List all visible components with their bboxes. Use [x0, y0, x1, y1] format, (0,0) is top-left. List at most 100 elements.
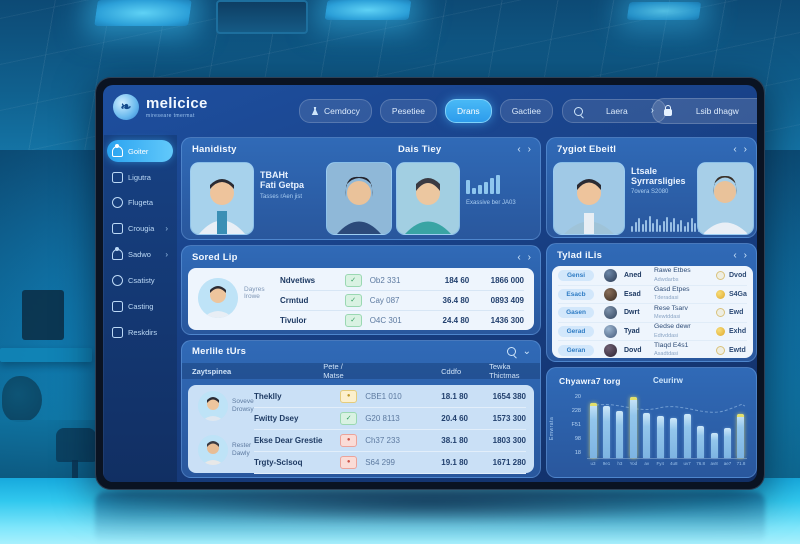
- status-badge: [344, 314, 362, 327]
- table-row[interactable]: Ndvetiws Ob2 331 184 60 1866 000: [280, 271, 524, 291]
- table-row[interactable]: Crmtud Cay 087 36.4 80 0893 409: [280, 291, 524, 311]
- avatar: [604, 343, 617, 357]
- sidebar-item-csatisty[interactable]: Csatisty: [107, 269, 173, 291]
- doctor-name-line2: Fati Getpa: [260, 180, 305, 190]
- logo[interactable]: ❧ melicice mireseare tmermat: [113, 94, 208, 120]
- doctor-card[interactable]: [190, 162, 254, 235]
- row-subdesc: Adwdarbs: [654, 276, 679, 283]
- prev-button[interactable]: ‹: [733, 250, 737, 261]
- nav-tab-label: Pesetiee: [391, 106, 425, 116]
- row-subdesc: Mewtddasi: [654, 313, 681, 320]
- list-item[interactable]: Gasen Dwrt Rese Tsarv Mewtddasi Ewd: [558, 304, 747, 323]
- row-amount: 1866 000: [490, 276, 524, 285]
- row-pill[interactable]: Gerad: [558, 326, 594, 338]
- col-header: Pete / Matse: [323, 362, 344, 380]
- sidebar-item-label: Csatisty: [128, 275, 155, 285]
- list-item[interactable]: Gensi Aned Rawe Etbes Adwdarbs Dvod: [558, 267, 747, 286]
- brand-logo-icon: ❧: [113, 94, 139, 120]
- search-field[interactable]: Laera ›: [562, 99, 666, 123]
- table-row[interactable]: Ekse Dear Grestie Ch37 233 38.1 80 1803 …: [254, 430, 526, 452]
- carousel-prev-button[interactable]: ‹: [517, 144, 521, 155]
- sidebar-item-label: Flugeta: [128, 197, 154, 207]
- next-button[interactable]: ›: [527, 252, 531, 263]
- sidebar-item-sadwo[interactable]: Sadwo ›: [107, 243, 173, 265]
- doctor-card[interactable]: [326, 162, 392, 235]
- row-desc: Tlaqd E4s1: [654, 341, 689, 349]
- row-name: Trgty-Sclsoq: [254, 458, 303, 467]
- chevron-right-icon: ›: [165, 249, 168, 259]
- sidebar-item-casting[interactable]: Casting: [107, 295, 173, 317]
- chart-legend[interactable]: Ceurirw: [653, 376, 683, 385]
- clock-icon: [112, 274, 123, 286]
- nav-tab-label: Drans: [457, 106, 480, 116]
- table-row[interactable]: Fwitty Dsey G20 8113 20.4 60 1573 300: [254, 408, 526, 430]
- row-name: Dwrt: [624, 309, 640, 317]
- dashboard-screen: ❧ melicice mireseare tmermat Cemdocy Pes…: [95, 77, 765, 490]
- row-pill[interactable]: Gensi: [558, 270, 594, 282]
- sidebar-item-ligutra[interactable]: Ligutra: [107, 166, 173, 188]
- row-name: Tyad: [624, 328, 640, 336]
- row-name: Theklly: [254, 392, 282, 401]
- x-tick-label: uv7: [683, 461, 691, 466]
- nav-tab-2-active[interactable]: Drans: [445, 99, 492, 123]
- list-item[interactable]: Gerad Tyad Gedse dewr Edtvddasi Exhd: [558, 323, 747, 342]
- screen-reflection: [95, 492, 765, 544]
- doctor-card[interactable]: [396, 162, 460, 235]
- chart-bar: [656, 415, 664, 458]
- row-amount: 1436 300: [490, 316, 524, 325]
- search-label: Laera: [605, 106, 628, 116]
- chart-bar: [737, 413, 745, 458]
- row-pill[interactable]: Geran: [558, 344, 594, 356]
- row-hours: 36.4 80: [442, 296, 470, 305]
- chart-bar: [670, 418, 678, 458]
- highlight-info: Ltsale Syrrarsligies 7overa S2080: [631, 166, 701, 195]
- next-button[interactable]: ›: [743, 144, 747, 155]
- folder-icon: [112, 326, 123, 338]
- sidebar-item-flugeta[interactable]: Flugeta: [107, 191, 173, 213]
- list-item[interactable]: Geran Dovd Tlaqd E4s1 Asadtdasi Ewtd: [558, 341, 747, 359]
- list-item[interactable]: Esacb Esad Gasd Etpes Tderadasi S4Ga: [558, 286, 747, 305]
- panel-title: Merlile tUrs: [192, 346, 247, 357]
- stethoscope-icon: [112, 196, 123, 208]
- chart-bar: [616, 411, 624, 458]
- brand-name: melicice: [146, 95, 208, 112]
- row-pill[interactable]: Gasen: [558, 307, 594, 319]
- row-pill[interactable]: Esacb: [558, 288, 594, 300]
- search-icon[interactable]: [506, 347, 516, 356]
- group-caption: Rester Dawly: [232, 442, 252, 458]
- table-row[interactable]: Theklly CBE1 010 18.1 80 1654 380: [254, 386, 526, 408]
- col-header: Tewka Thictmas: [489, 362, 520, 380]
- equipment-monitor: [22, 290, 64, 340]
- coin-icon: [716, 289, 725, 299]
- sidebar-item-crougia[interactable]: Crougia ›: [107, 217, 173, 239]
- row-desc: Rawe Etbes: [654, 267, 691, 275]
- table-row[interactable]: Trgty-Sclsoq S64 299 19.1 80 1671 280: [254, 452, 526, 474]
- prev-button[interactable]: ‹: [733, 144, 737, 155]
- doctor-card[interactable]: [697, 162, 754, 235]
- nav-tab-1[interactable]: Pesetiee: [379, 99, 437, 123]
- plant: [2, 376, 42, 422]
- panel-schedule: Hanidisty Dais Tiey ‹ › TBAHt Fati Getpa…: [181, 137, 541, 240]
- sidebar-item-goiter[interactable]: Goiter: [107, 140, 173, 162]
- account-button[interactable]: Lsib dhagw ›: [652, 98, 757, 124]
- nav-tab-3[interactable]: Gactiee: [499, 99, 553, 123]
- nurse-portrait: [397, 163, 459, 234]
- x-tick-label: Yod: [629, 461, 638, 466]
- table-row[interactable]: Tivulor O4C 301 24.4 80 1436 300: [280, 311, 524, 330]
- chair-post: [72, 460, 78, 480]
- x-tick-label: 76.8: [696, 461, 706, 466]
- doctor-info: TBAHt Fati Getpa Tasses rAen jist: [260, 170, 324, 200]
- sidebar-item-reskdirs[interactable]: Reskdirs: [107, 321, 173, 343]
- doctor-card[interactable]: [553, 162, 625, 235]
- expand-button[interactable]: ⌄: [522, 346, 531, 357]
- avatar-caption: Irowe: [244, 293, 260, 300]
- briefcase-icon: [112, 222, 123, 234]
- avatar: [604, 325, 617, 339]
- prev-button[interactable]: ‹: [517, 252, 521, 263]
- carousel-next-button[interactable]: ›: [527, 144, 531, 155]
- row-value: Exhd: [729, 328, 747, 336]
- panel-subtitle: Dais Tiey: [398, 144, 442, 155]
- next-button[interactable]: ›: [743, 250, 747, 261]
- nav-tab-0[interactable]: Cemdocy: [299, 99, 372, 123]
- chart-bar: [710, 432, 718, 458]
